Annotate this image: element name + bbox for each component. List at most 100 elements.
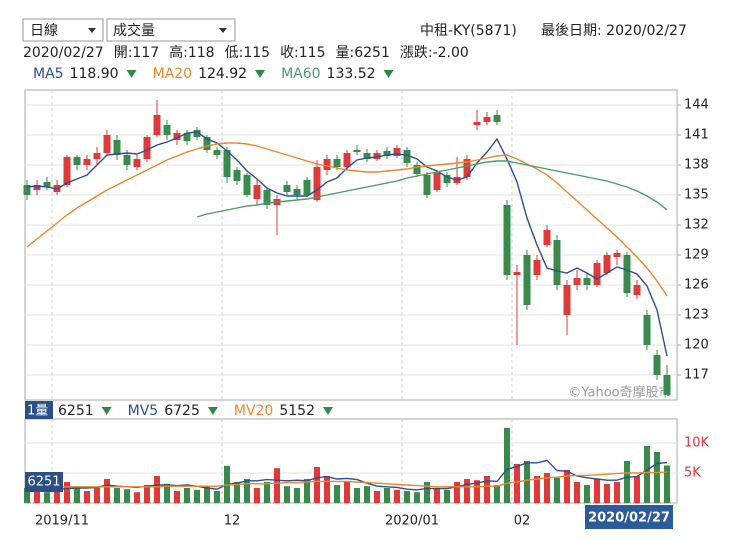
volume-bar: [94, 487, 100, 503]
volume-bar: [494, 485, 500, 503]
volume-bar: [564, 470, 570, 503]
y-tick-label: 144: [684, 98, 709, 113]
candle-body: [243, 175, 251, 195]
volume-bar: [444, 489, 450, 503]
volume-bar: [584, 485, 590, 503]
legend-name: MA5: [33, 66, 64, 82]
candle-body: [423, 175, 431, 195]
volume-bar: [474, 480, 480, 503]
legend-value: 6725: [164, 403, 200, 419]
legend-value: 124.92: [198, 66, 247, 82]
volume-bar: [324, 476, 330, 503]
volume-bar: [144, 485, 150, 503]
volume-bar: [194, 489, 200, 503]
volume-bar: [514, 464, 520, 503]
volume-bar: [594, 479, 600, 503]
candle-body: [603, 255, 611, 273]
candle-body: [553, 240, 561, 285]
indicator-text: 成交量: [113, 22, 155, 39]
x-tick-label: 2019/11: [35, 514, 89, 529]
mv-line: [27, 471, 668, 488]
info-item: 量:6251: [336, 45, 390, 61]
volume-bar: [644, 446, 650, 503]
candle-body: [383, 151, 391, 156]
volume-bar: [244, 479, 250, 503]
volume-value: 6251: [27, 475, 60, 490]
candle-body: [183, 133, 191, 141]
volume-bar: [134, 492, 140, 503]
volume-bar: [634, 476, 640, 503]
candle-body: [623, 255, 631, 293]
candle-body: [633, 285, 641, 295]
candle-body: [283, 185, 291, 192]
volume-bar: [534, 476, 540, 503]
legend-name: MA20: [153, 66, 192, 82]
info-item: 收:115: [280, 45, 325, 61]
info-item: 高:118: [169, 44, 214, 61]
y-tick-label: 123: [684, 308, 709, 323]
y-tick-label: 126: [684, 278, 709, 293]
candle-body: [583, 278, 591, 285]
info-item: 2020/02/27: [23, 45, 104, 61]
y-tick-label: 135: [684, 188, 709, 203]
stock-title: 中租-KY(5871): [420, 23, 517, 39]
ma-line: [196, 160, 668, 218]
volume-bar: [124, 489, 130, 503]
volume-label: 1量: [27, 404, 48, 419]
candle-body: [83, 159, 91, 165]
volume-bar: [614, 482, 620, 503]
volume-bar: [214, 491, 220, 503]
candle-body: [23, 185, 31, 195]
candle-body: [103, 135, 111, 153]
candle-body: [73, 157, 81, 165]
volume-bar: [504, 428, 510, 503]
candle-body: [233, 170, 241, 181]
x-tick-label: 02: [514, 514, 531, 529]
candle-body: [543, 230, 551, 245]
candle-body: [513, 272, 521, 275]
candle-body: [503, 205, 511, 275]
candle-body: [613, 253, 621, 257]
volume-bar: [154, 476, 160, 503]
volume-bar: [114, 488, 120, 503]
legend-arrow: [383, 70, 394, 78]
y-tick-label: 138: [684, 158, 709, 173]
volume-bar: [394, 489, 400, 503]
ma-line: [26, 142, 668, 297]
volume-bar: [384, 488, 390, 503]
candle-body: [573, 278, 581, 285]
volume-bar: [664, 465, 670, 503]
indicator-dropdown[interactable]: [106, 18, 236, 42]
x-tick-label: 2020/01: [385, 514, 439, 529]
legend-arrow: [255, 70, 266, 78]
legend-arrow: [322, 407, 333, 415]
volume-bar: [464, 479, 470, 503]
candle-body: [173, 133, 181, 140]
legend-arrow: [126, 70, 137, 78]
volume-bar: [304, 479, 310, 503]
dropdown-arrow: [219, 28, 227, 33]
volume-bar: [74, 486, 80, 503]
candle-body: [493, 115, 501, 122]
price-pane: [24, 89, 678, 401]
candle-body: [523, 255, 531, 305]
volume-bar: [104, 479, 110, 503]
volume-bar: [314, 467, 320, 503]
y-tick-label: 132: [684, 218, 709, 233]
volume-bar: [174, 491, 180, 503]
candle-body: [353, 150, 361, 152]
legend-name: MV20: [234, 403, 273, 419]
legend-value: 5152: [279, 403, 315, 419]
volume-tick-label: 5K: [684, 466, 701, 481]
candle-body: [593, 263, 601, 285]
candle-body: [143, 137, 151, 159]
y-tick-label: 120: [684, 338, 709, 353]
candle-body: [43, 182, 51, 187]
candle-body: [93, 153, 101, 159]
y-tick-label: 117: [684, 368, 709, 383]
candle-body: [473, 122, 481, 125]
candle-body: [163, 125, 171, 135]
legend-value: 133.52: [327, 66, 376, 82]
candle-body: [323, 159, 331, 170]
period-dropdown[interactable]: [22, 18, 104, 42]
